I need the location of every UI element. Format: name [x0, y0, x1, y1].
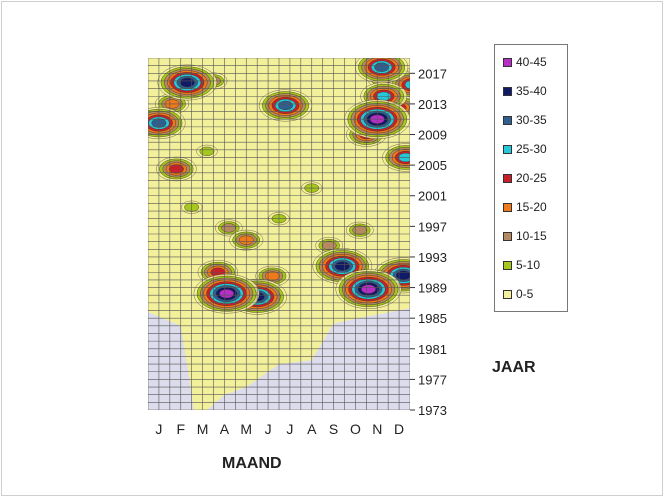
- y-tick-label: 1997: [418, 219, 447, 234]
- x-tick-label: J: [286, 421, 293, 437]
- x-tick-label: F: [176, 421, 185, 437]
- x-tick-label: O: [350, 421, 361, 437]
- x-axis-title: MAAND: [222, 455, 282, 472]
- contour-level: [321, 240, 337, 251]
- y-tick-label: 2009: [418, 128, 447, 143]
- plot-grid: [148, 58, 410, 410]
- legend-swatch: [503, 173, 512, 183]
- x-tick-label: D: [394, 421, 404, 437]
- legend-swatch: [503, 289, 512, 299]
- legend-label: 15-20: [516, 200, 547, 214]
- legend-label: 25-30: [516, 142, 547, 156]
- x-tick-label: M: [197, 421, 209, 437]
- contour-level: [221, 223, 237, 233]
- legend-item: 25-30: [503, 139, 547, 159]
- x-tick-label: A: [220, 421, 230, 437]
- y-tick-label: 1985: [418, 311, 447, 326]
- y-tick-label: 2005: [418, 158, 447, 173]
- contour-level: [199, 146, 215, 156]
- y-tick-label: 2013: [418, 97, 447, 112]
- legend-swatch: [503, 231, 512, 241]
- legend-swatch: [503, 260, 512, 270]
- legend-label: 0-5: [516, 287, 534, 301]
- contour-level: [179, 77, 195, 88]
- legend-label: 35-40: [516, 84, 547, 98]
- legend-item: 0-5: [503, 284, 533, 304]
- legend-item: 30-35: [503, 110, 547, 130]
- contour-level: [361, 284, 376, 294]
- legend-item: 5-10: [503, 255, 540, 275]
- legend-label: 10-15: [516, 229, 547, 243]
- heatmap-contours: [148, 58, 410, 315]
- legend-swatch: [503, 86, 512, 96]
- legend-swatch: [503, 144, 512, 154]
- y-tick-label: 1989: [418, 281, 447, 296]
- contour-level: [219, 289, 235, 299]
- y-tick-label: 2001: [418, 189, 447, 204]
- legend-item: 20-25: [503, 168, 547, 188]
- contour-level: [278, 100, 293, 111]
- x-tick-label: A: [307, 421, 317, 437]
- heatmap-hotspot: [157, 64, 218, 101]
- y-tick-label: 2017: [418, 66, 447, 81]
- heatmap-hotspot: [193, 273, 260, 314]
- heatmap-hotspot: [345, 221, 374, 239]
- legend-item: 15-20: [503, 197, 547, 217]
- legend-swatch: [503, 57, 512, 67]
- heatmap-hotspot: [355, 58, 409, 84]
- heatmap-hotspot: [258, 89, 313, 122]
- legend-swatch: [503, 115, 512, 125]
- heatmap-hotspot: [196, 144, 218, 158]
- contour-level: [168, 164, 184, 174]
- legend-label: 30-35: [516, 113, 547, 127]
- y-tick-label: 1977: [418, 372, 447, 387]
- x-tick-label: S: [329, 421, 338, 437]
- contour-level: [352, 225, 368, 235]
- y-tick-label: 1981: [418, 342, 447, 357]
- x-tick-label: J: [155, 421, 162, 437]
- contour-level: [404, 80, 410, 90]
- x-tick-label: M: [240, 421, 252, 437]
- y-tick-label: 1973: [418, 403, 447, 418]
- contour-level: [265, 271, 280, 281]
- x-tick-label: J: [265, 421, 272, 437]
- legend-item: 35-40: [503, 81, 547, 101]
- y-tick-label: 1993: [418, 250, 447, 265]
- legend-label: 40-45: [516, 55, 547, 69]
- contour-level: [334, 261, 350, 271]
- heatmap-hotspot: [156, 156, 197, 182]
- legend-item: 40-45: [503, 52, 547, 72]
- legend-swatch: [503, 202, 512, 212]
- legend: 40-45 35-40 30-35 25-30 20-25 15-20 10-15 5-10 0…: [494, 44, 568, 312]
- contour-level: [374, 62, 390, 72]
- y-axis-title: JAAR: [492, 359, 536, 376]
- x-tick-label: N: [372, 421, 382, 437]
- y-axis-ticks: 2017 2013 2009 2005 2001 1997 1993 1989 1985 1981…: [410, 66, 447, 418]
- legend-label: 5-10: [516, 258, 541, 272]
- legend-label: 20-25: [516, 171, 547, 185]
- legend-item: 10-15: [503, 226, 547, 246]
